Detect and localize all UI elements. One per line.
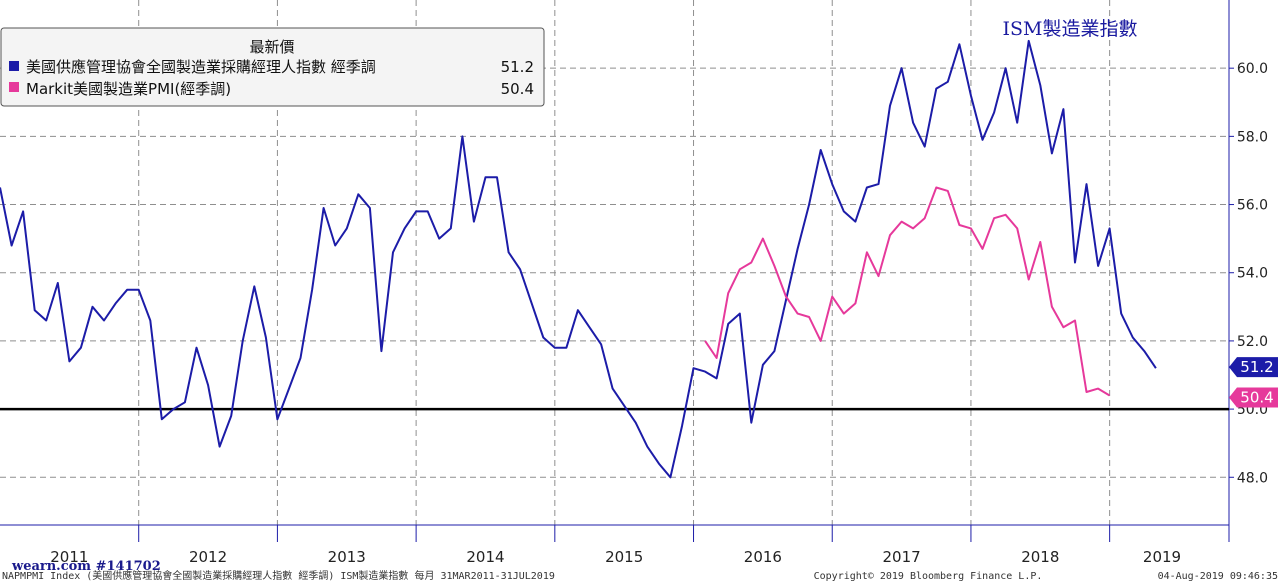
x-year-label: 2013 xyxy=(328,548,366,566)
x-year-label: 2011 xyxy=(50,548,88,566)
legend-swatch-ism xyxy=(9,61,19,71)
x-year-label: 2017 xyxy=(882,548,920,566)
x-year-label: 2015 xyxy=(605,548,643,566)
series-line-markit xyxy=(704,186,1111,397)
legend-label-ism: 美國供應管理協會全國製造業採購經理人指數 經季調 xyxy=(26,58,376,76)
x-year-label: 2014 xyxy=(466,548,504,566)
legend-label-markit: Markit美國製造業PMI(經季調) xyxy=(26,80,231,98)
y-tick-label: 60.0 xyxy=(1237,61,1268,77)
last-value-tags: 51.2 50.4 xyxy=(1229,357,1278,408)
x-year-label: 2012 xyxy=(189,548,227,566)
chart-title: ISM製造業指數 xyxy=(1003,18,1138,40)
value-tag-shape xyxy=(1229,387,1278,408)
legend-header: 最新價 xyxy=(249,38,294,56)
last-value-tag-ism: 51.2 xyxy=(1229,357,1278,378)
value-tag-shape xyxy=(1229,357,1278,378)
value-tag-text: 50.4 xyxy=(1240,388,1273,406)
series-lines xyxy=(0,39,1157,479)
y-tick-label: 52.0 xyxy=(1237,334,1268,350)
legend-background xyxy=(0,27,545,107)
footer-timestamp: 04-Aug-2019 09:46:35 xyxy=(1158,571,1278,582)
legend-swatch-markit xyxy=(9,82,19,92)
y-tick-label: 48.0 xyxy=(1237,470,1268,486)
legend-value-markit: 50.4 xyxy=(501,80,534,98)
y-tick-label: 58.0 xyxy=(1237,129,1268,145)
footer-copyright: Copyright© 2019 Bloomberg Finance L.P. xyxy=(814,571,1043,582)
last-value-tag-markit: 50.4 xyxy=(1229,387,1278,408)
x-year-label: 2016 xyxy=(744,548,782,566)
x-year-label: 2018 xyxy=(1021,548,1059,566)
legend-box: 最新價 美國供應管理協會全國製造業採購經理人指數 經季調 51.2 Markit… xyxy=(0,27,545,107)
legend-value-ism: 51.2 xyxy=(501,58,534,76)
y-tick-label: 54.0 xyxy=(1237,266,1268,282)
y-tick-label: 56.0 xyxy=(1237,198,1268,214)
watermark-text: wearn.com #141702 xyxy=(11,559,161,574)
x-year-label: 2019 xyxy=(1143,548,1181,566)
value-tag-text: 51.2 xyxy=(1240,358,1273,376)
footer-description: NAPMPMI Index (美國供應管理協會全國製造業採購經理人指數 經季調)… xyxy=(2,569,555,582)
series-line-ism xyxy=(0,39,1157,479)
